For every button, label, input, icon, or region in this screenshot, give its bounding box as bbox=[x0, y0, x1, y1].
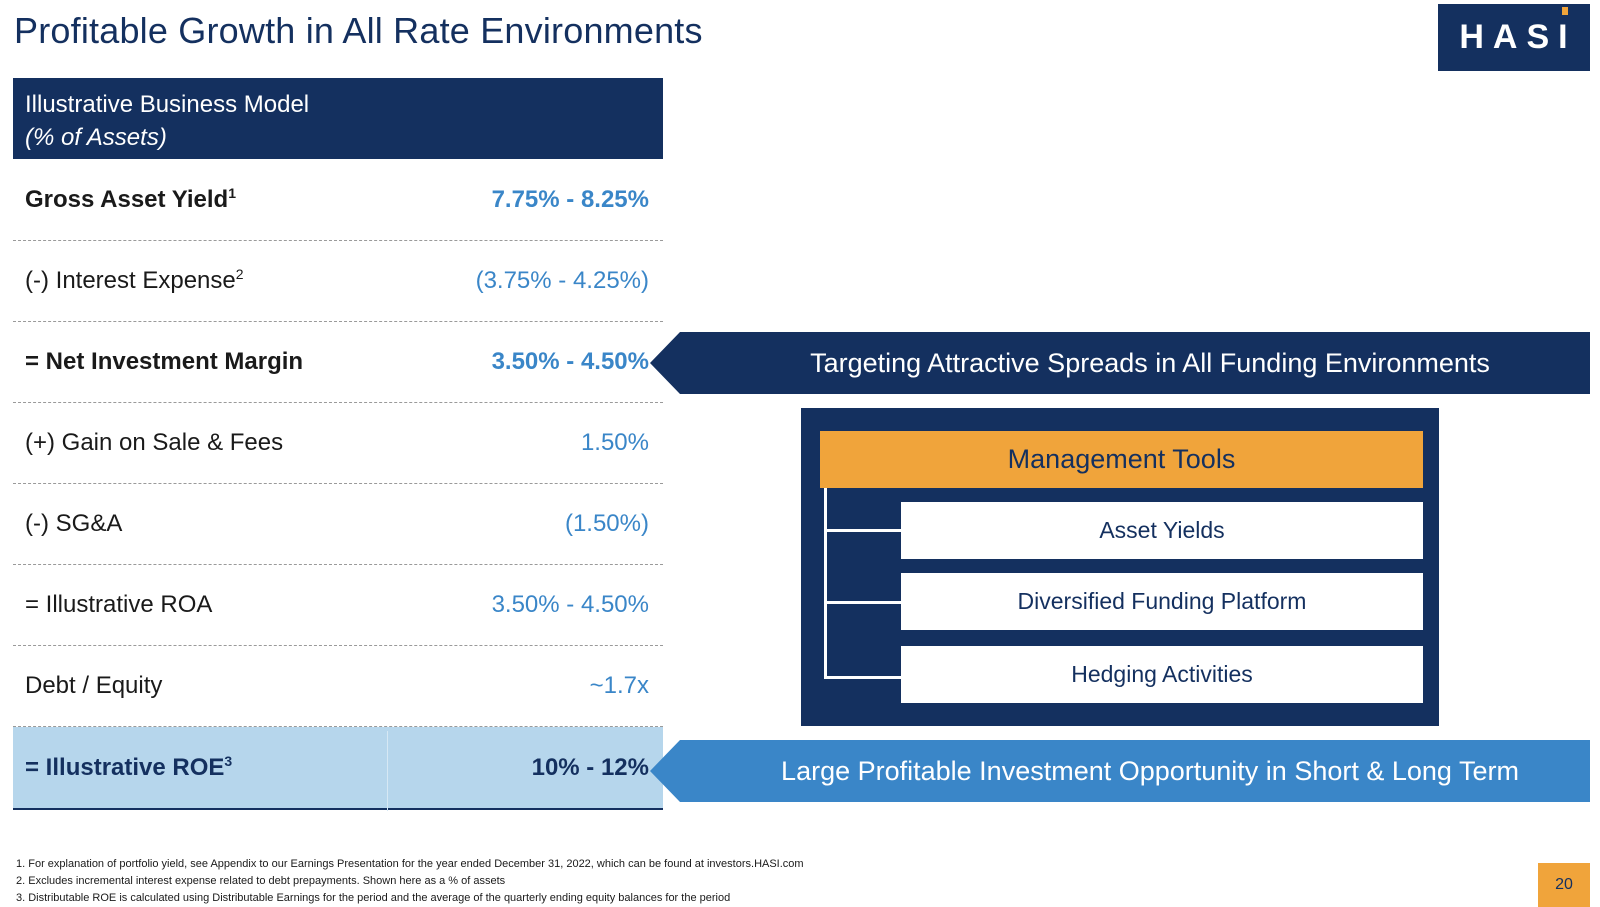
page-number: 20 bbox=[1538, 863, 1590, 907]
table-row-net-investment-margin: = Net Investment Margin 3.50% - 4.50% bbox=[13, 321, 663, 402]
page-title: Profitable Growth in All Rate Environmen… bbox=[14, 10, 703, 51]
footnote-3: 3. Distributable ROE is calculated using… bbox=[16, 892, 731, 904]
row-value: 10% - 12% bbox=[531, 753, 649, 781]
roe-cell-separator bbox=[387, 731, 388, 811]
row-value: (3.75% - 4.25%) bbox=[475, 266, 649, 294]
management-tools-header: Management Tools bbox=[820, 431, 1423, 488]
spreads-callout-arrow: Targeting Attractive Spreads in All Fund… bbox=[650, 332, 1590, 394]
row-value: 3.50% - 4.50% bbox=[491, 347, 649, 375]
tools-bracket-line bbox=[824, 488, 827, 678]
table-row-illustrative-roa: = Illustrative ROA 3.50% - 4.50% bbox=[13, 564, 663, 645]
row-label: (+) Gain on Sale & Fees bbox=[25, 428, 284, 456]
row-label: (-) Interest Expense2 bbox=[25, 266, 244, 294]
tool-item-asset-yields: Asset Yields bbox=[901, 502, 1423, 559]
hasi-logo: HASI bbox=[1438, 4, 1590, 71]
row-divider bbox=[13, 726, 663, 727]
row-divider bbox=[13, 645, 663, 646]
logo-accent bbox=[1562, 7, 1568, 15]
table-header-subtitle: (% of Assets) bbox=[25, 124, 167, 151]
tool-item-hedging-activities: Hedging Activities bbox=[901, 646, 1423, 703]
row-label: Debt / Equity bbox=[25, 671, 163, 699]
table-row-interest-expense: (-) Interest Expense2 (3.75% - 4.25%) bbox=[13, 240, 663, 321]
logo-text: HASI bbox=[1459, 18, 1577, 56]
opportunity-callout-arrow: Large Profitable Investment Opportunity … bbox=[650, 740, 1590, 802]
footnote-2: 2. Excludes incremental interest expense… bbox=[16, 875, 506, 887]
row-value: ~1.7x bbox=[589, 671, 649, 699]
tools-bracket-tick bbox=[824, 601, 902, 604]
table-row-illustrative-roe: = Illustrative ROE3 10% - 12% bbox=[13, 727, 663, 810]
footnotes: 1. For explanation of portfolio yield, s… bbox=[16, 856, 804, 907]
row-divider bbox=[13, 402, 663, 403]
table-header: Illustrative Business Model (% of Assets… bbox=[13, 78, 663, 159]
row-value: 7.75% - 8.25% bbox=[491, 185, 649, 213]
opportunity-callout-text: Large Profitable Investment Opportunity … bbox=[781, 755, 1519, 786]
row-divider bbox=[13, 321, 663, 322]
row-label: (-) SG&A bbox=[25, 509, 123, 537]
table-row-gain-on-sale: (+) Gain on Sale & Fees 1.50% bbox=[13, 402, 663, 483]
row-divider bbox=[13, 483, 663, 484]
spreads-callout-text: Targeting Attractive Spreads in All Fund… bbox=[810, 347, 1490, 378]
table-header-title: Illustrative Business Model bbox=[25, 91, 310, 118]
tools-bracket-tick bbox=[824, 529, 902, 532]
row-divider bbox=[13, 564, 663, 565]
table-row-gross-asset-yield: Gross Asset Yield1 7.75% - 8.25% bbox=[13, 159, 663, 240]
row-label: = Illustrative ROA bbox=[25, 590, 213, 618]
row-label: Gross Asset Yield1 bbox=[25, 185, 236, 213]
table-row-debt-equity: Debt / Equity ~1.7x bbox=[13, 645, 663, 726]
row-value: 1.50% bbox=[580, 428, 649, 456]
row-value: (1.50%) bbox=[564, 509, 649, 537]
table-row-sga: (-) SG&A (1.50%) bbox=[13, 483, 663, 564]
row-label: = Illustrative ROE3 bbox=[25, 753, 233, 781]
tool-item-diversified-funding: Diversified Funding Platform bbox=[901, 573, 1423, 630]
row-label: = Net Investment Margin bbox=[25, 347, 304, 375]
tools-bracket-tick bbox=[824, 676, 902, 679]
row-value: 3.50% - 4.50% bbox=[491, 590, 649, 618]
footnote-1: 1. For explanation of portfolio yield, s… bbox=[16, 858, 804, 870]
row-divider bbox=[13, 240, 663, 241]
